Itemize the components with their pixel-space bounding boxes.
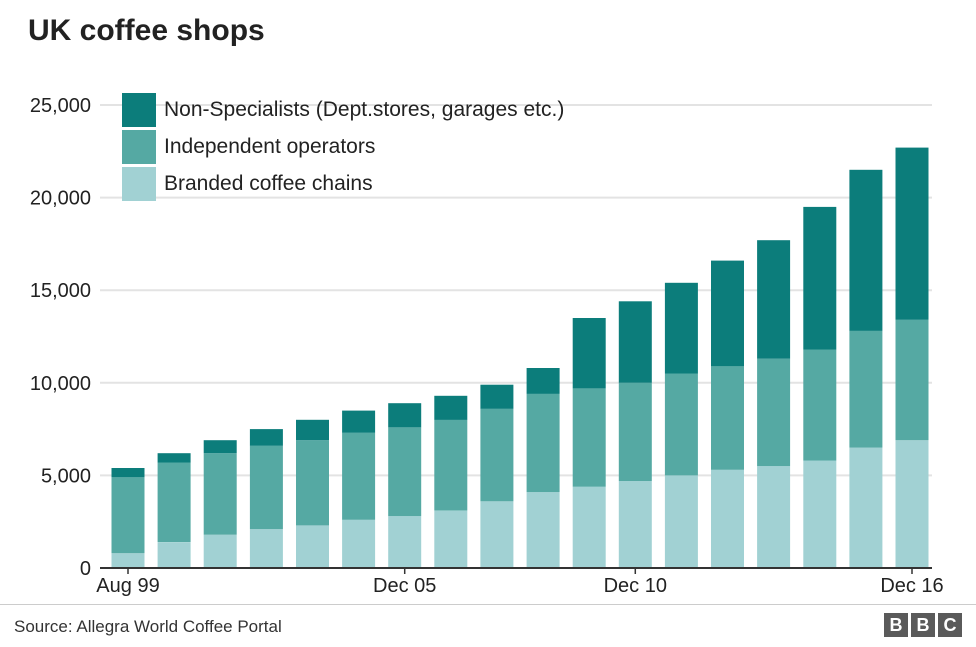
bar-segment	[342, 519, 376, 568]
bar-segment	[434, 510, 468, 568]
legend-swatch-independent	[122, 129, 156, 164]
bbc-logo-letter: C	[938, 613, 962, 637]
legend-label-non-specialists: Non-Specialists (Dept.stores, garages et…	[164, 97, 565, 121]
bar-segment	[249, 529, 283, 568]
bar-segment	[111, 477, 145, 554]
bar-segment	[342, 410, 376, 433]
x-tick-label: Dec 16	[880, 575, 943, 597]
bar-segment	[157, 462, 191, 542]
bbc-logo-letter: B	[884, 613, 908, 637]
bar-segment	[803, 349, 837, 461]
y-tick-label: 20,000	[30, 188, 91, 210]
bar-segment	[526, 368, 560, 394]
y-tick-label: 5,000	[41, 465, 91, 487]
bar-segment	[757, 466, 791, 568]
bar-segment	[803, 206, 837, 350]
bar-segment	[803, 460, 837, 568]
bar-segment	[572, 318, 606, 389]
bar-segment	[895, 440, 929, 568]
x-tick-label: Dec 10	[604, 575, 667, 597]
x-tick-label: Dec 05	[373, 575, 436, 597]
footer-divider	[0, 604, 976, 605]
bar-segment	[664, 373, 698, 476]
bar-segment	[711, 366, 744, 470]
bar-segment	[203, 453, 237, 535]
bar-segment	[711, 260, 744, 367]
bar-segment	[572, 486, 606, 568]
bar-segment	[895, 147, 929, 320]
bar-segment	[711, 469, 744, 568]
bar-segment	[296, 525, 329, 568]
bbc-logo-letter: B	[911, 613, 935, 637]
bar-segment	[480, 384, 514, 409]
bar-segment	[249, 445, 283, 530]
bar-segment	[618, 382, 652, 481]
bar-segment	[434, 419, 468, 511]
x-tick-label: Aug 99	[96, 575, 159, 597]
bar-segment	[618, 481, 652, 568]
bar-segment	[526, 492, 560, 568]
legend-item-independent: Independent operators	[122, 128, 564, 165]
legend-label-independent: Independent operators	[164, 134, 376, 158]
bar-segment	[111, 553, 145, 568]
bar-segment	[342, 432, 376, 520]
bar-segment	[572, 388, 606, 487]
bbc-logo: B B C	[884, 613, 962, 637]
y-tick-label: 0	[80, 558, 91, 580]
bar-segment	[296, 440, 329, 526]
bar-segment	[157, 453, 191, 463]
bar-segment	[480, 501, 514, 568]
y-tick-label: 15,000	[30, 280, 91, 302]
bar-segment	[618, 301, 652, 383]
bar-segment	[664, 282, 698, 374]
chart-title: UK coffee shops	[28, 14, 265, 47]
bar-segment	[849, 169, 883, 331]
legend-item-branded: Branded coffee chains	[122, 165, 564, 202]
bar-segment	[480, 408, 514, 502]
bar-segment	[249, 429, 283, 446]
legend: Non-Specialists (Dept.stores, garages et…	[122, 91, 564, 202]
bar-segment	[526, 393, 560, 493]
bar-segment	[849, 447, 883, 568]
bar-segment	[434, 395, 468, 420]
legend-swatch-branded	[122, 166, 156, 201]
legend-label-branded: Branded coffee chains	[164, 171, 373, 195]
bar-segment	[203, 534, 237, 568]
source-note: Source: Allegra World Coffee Portal	[14, 617, 282, 636]
bar-segment	[111, 468, 145, 478]
bar-segment	[296, 419, 329, 441]
bar-segment	[757, 358, 791, 467]
legend-item-non-specialists: Non-Specialists (Dept.stores, garages et…	[122, 91, 564, 128]
bar-segment	[157, 542, 191, 568]
bar-segment	[849, 330, 883, 448]
bar-segment	[388, 403, 422, 428]
bar-segment	[664, 475, 698, 568]
bar-segment	[388, 516, 422, 568]
legend-swatch-non-specialists	[122, 92, 156, 127]
bar-segment	[895, 319, 929, 441]
bar-segment	[388, 427, 422, 517]
y-tick-label: 10,000	[30, 373, 91, 395]
bar-segment	[757, 240, 791, 359]
stacked-bar-chart: 0 5,000 10,000 15,000 20,000 25,000 Aug 99 Dec …	[30, 95, 944, 597]
bar-segment	[203, 440, 237, 454]
y-tick-label: 25,000	[30, 95, 91, 117]
